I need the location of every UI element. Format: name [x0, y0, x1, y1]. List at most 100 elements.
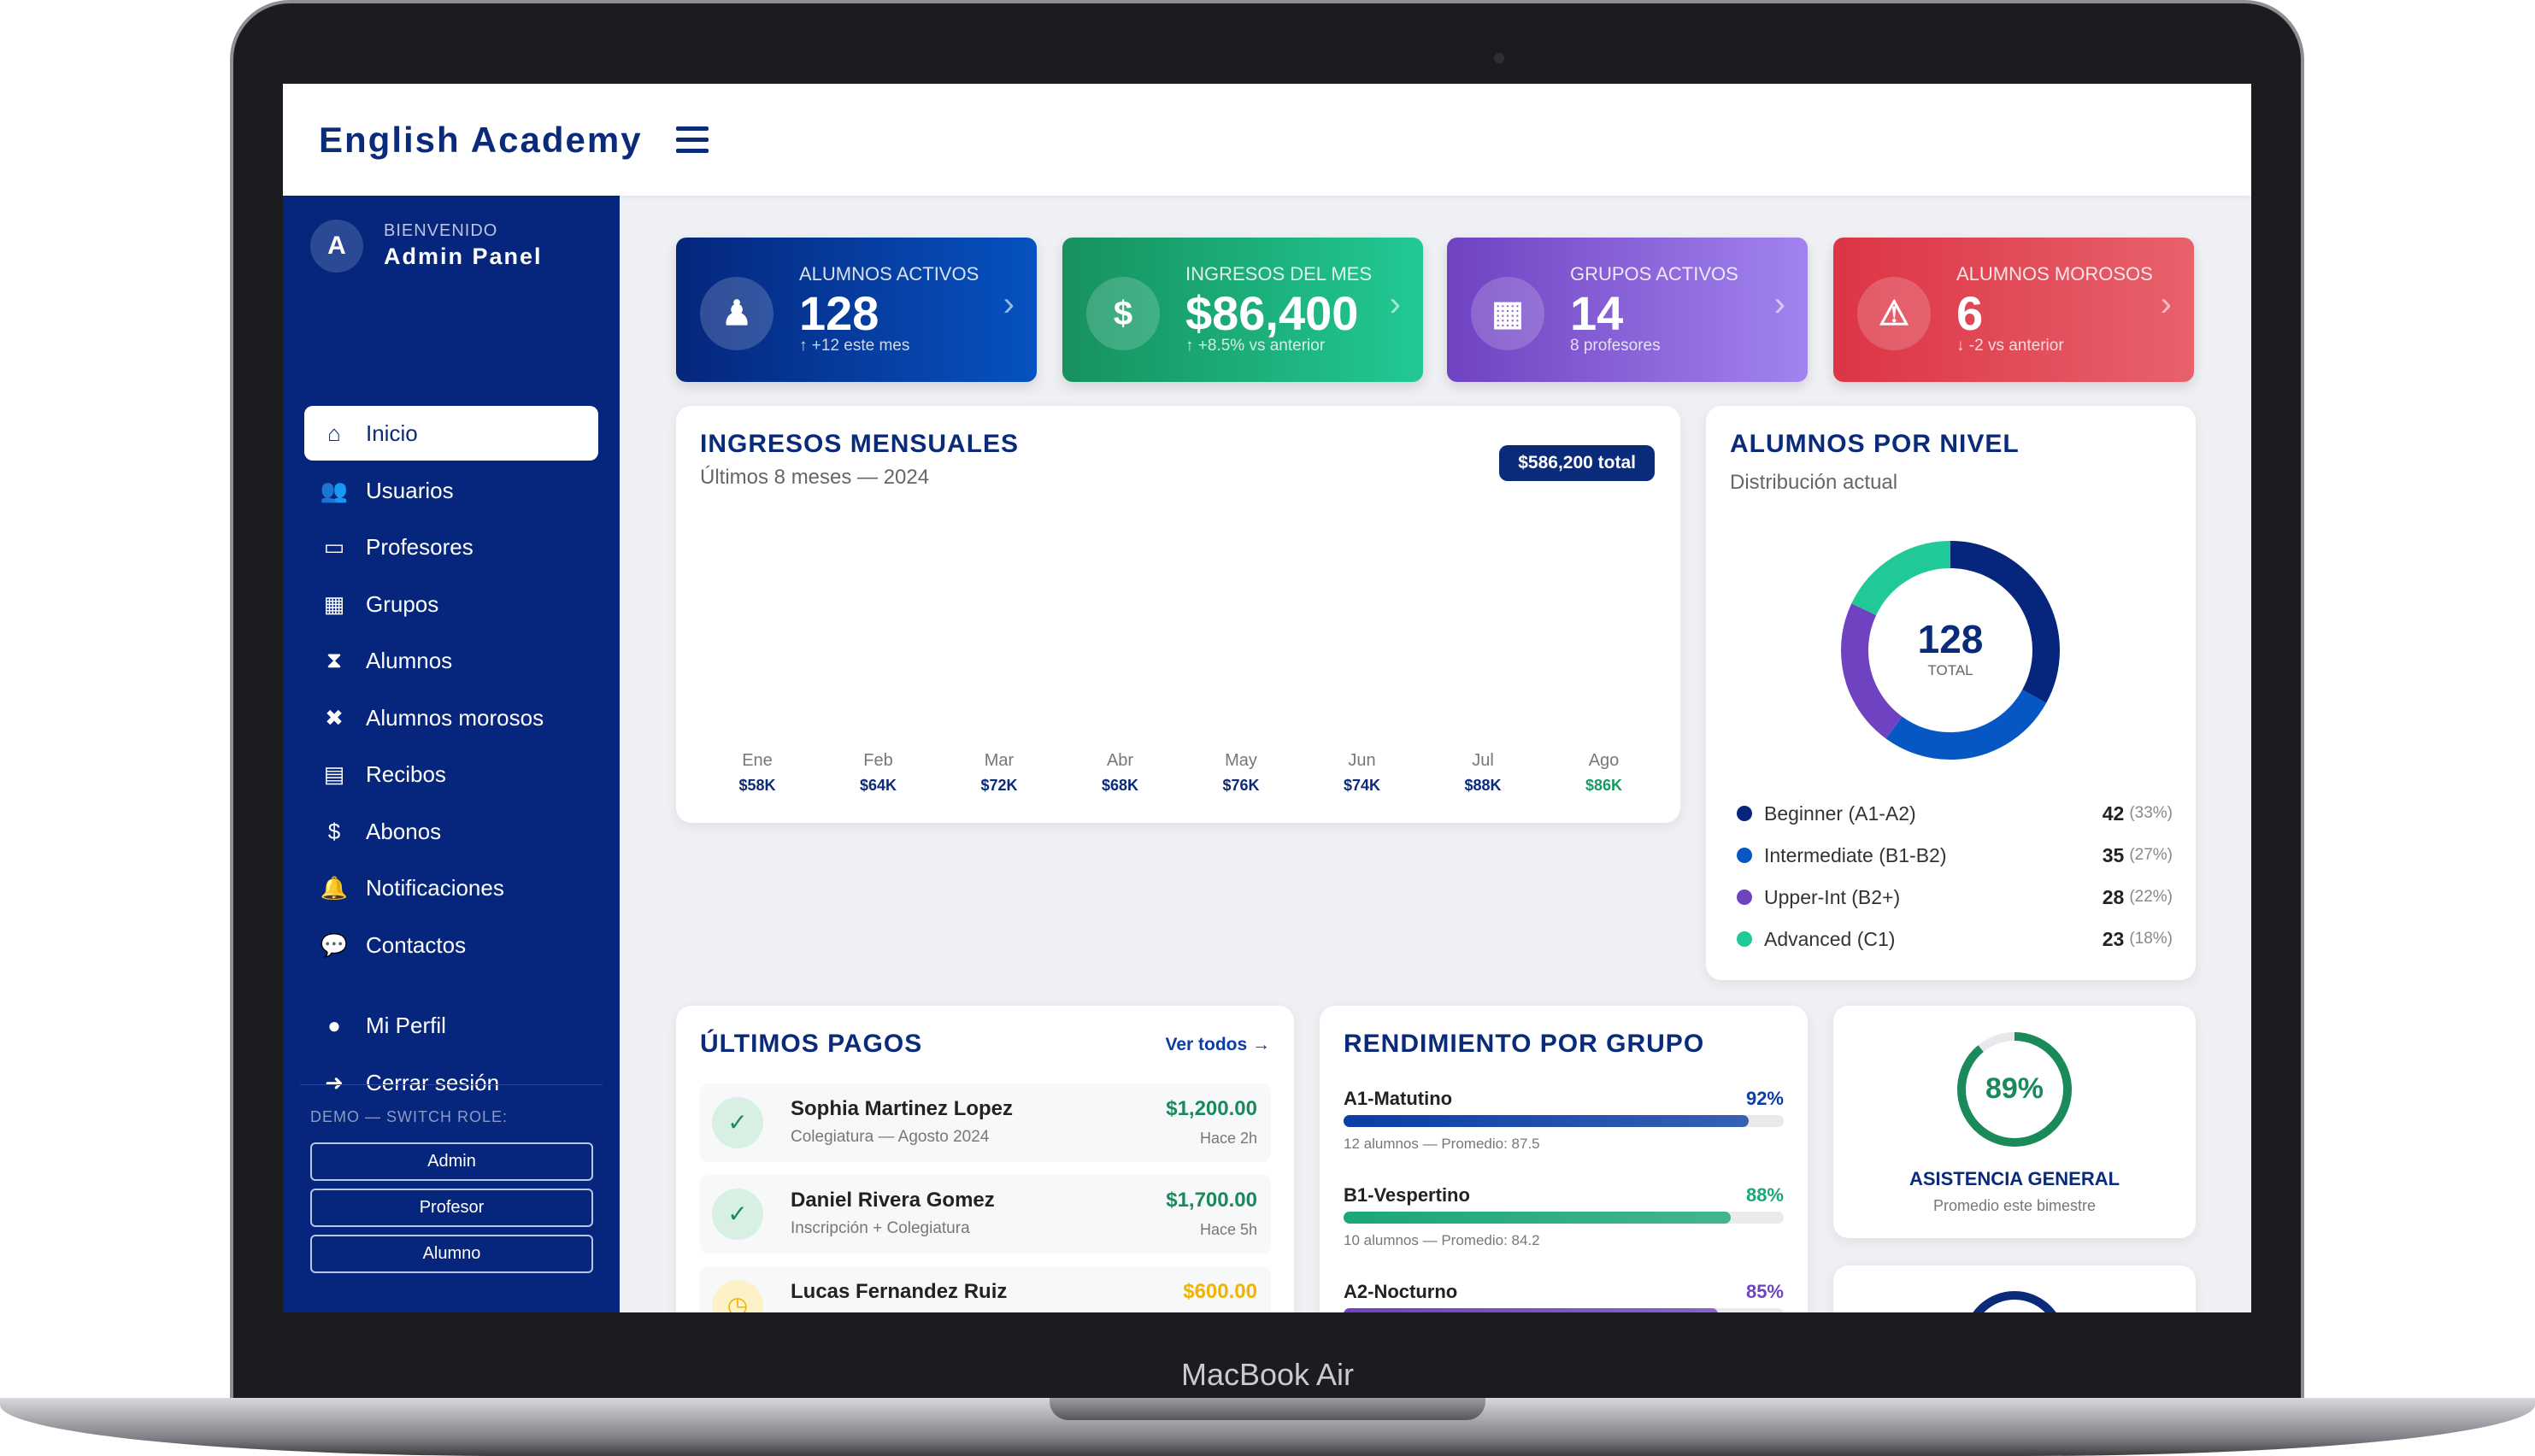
sidebar-item-label: Profesores [366, 533, 473, 560]
welcome-label: BIENVENIDO [384, 221, 498, 240]
app-title: English Academy [319, 120, 643, 160]
level-count: 28 [2102, 885, 2125, 908]
check-icon: ✓ [712, 1189, 763, 1240]
user-x-icon: ✖ [325, 704, 344, 731]
stat-trend: ↓ -2 vs anterior [1956, 337, 2064, 355]
student-icon: ♟ [700, 277, 773, 350]
stat-card-ingresos-mes[interactable]: $ INGRESOS DEL MES $86,400 ↑ +8.5% vs an… [1062, 238, 1423, 382]
group-percent: 85% [1745, 1281, 1784, 1302]
level-percent: (22%) [2129, 888, 2173, 906]
revenue-subtitle: Últimos 8 meses — 2024 [700, 466, 930, 489]
role-admin-button[interactable]: Admin [310, 1142, 593, 1181]
receipt-icon: ▤ [323, 760, 345, 787]
demo-label: DEMO — SWITCH ROLE: [310, 1108, 509, 1125]
x-tick-label: Ene [742, 751, 773, 770]
sidebar-item-mi-perfil[interactable]: ● Mi Perfil [304, 998, 598, 1053]
payment-row[interactable]: ✓ Daniel Rivera Gomez Inscripción + Cole… [700, 1175, 1271, 1253]
role-profesor-button[interactable]: Profesor [310, 1189, 593, 1227]
chevron-right-icon: › [1003, 285, 1015, 323]
sidebar-item-label: Notificaciones [366, 874, 504, 901]
chevron-right-icon: › [1389, 285, 1401, 323]
attendance-ring [1957, 1032, 2072, 1147]
group-name: B1-Vespertino [1344, 1184, 1470, 1206]
stat-card-grupos-activos[interactable]: ▦ GRUPOS ACTIVOS 14 8 profesores › [1447, 238, 1808, 382]
sidebar-item-notificaciones[interactable]: 🔔 Notificaciones [304, 860, 598, 915]
users-icon: 👥 [320, 477, 349, 503]
sidebar-item-label: Alumnos morosos [366, 704, 544, 731]
sidebar-item-cerrar-sesi-n[interactable]: ➜ Cerrar sesión [304, 1055, 598, 1110]
legend-item: Upper-Int (B2+) 28 (22%) [1737, 880, 2173, 914]
level-name: Upper-Int (B2+) [1764, 885, 1901, 908]
top-header: English Academy [283, 84, 2251, 196]
x-tick-label: Jun [1348, 751, 1376, 770]
level-percent: (27%) [2129, 846, 2173, 864]
revenue-title: INGRESOS MENSUALES [700, 430, 1020, 458]
menu-toggle-icon[interactable] [676, 126, 709, 154]
stat-trend: ↑ +12 este mes [799, 337, 910, 355]
payment-row[interactable]: ◷ Lucas Fernandez Ruiz $600.00 [700, 1266, 1271, 1312]
x-tick-label: Mar [984, 751, 1015, 770]
chevron-right-icon: › [1773, 285, 1785, 323]
level-name: Intermediate (B1-B2) [1764, 843, 1947, 866]
payment-amount: $1,700.00 [1166, 1189, 1257, 1212]
stat-value: 128 [799, 286, 879, 340]
progress-bar [1344, 1212, 1784, 1224]
student-icon: ⧗ [326, 647, 343, 672]
donut-segment [1841, 541, 2060, 760]
sidebar-item-usuarios[interactable]: 👥 Usuarios [304, 463, 598, 518]
payment-time: Hace 5h [1199, 1221, 1257, 1238]
stat-value: 14 [1570, 286, 1624, 340]
group-summary: 10 alumnos — Promedio: 84.2 [1344, 1232, 1540, 1248]
legend-dot [1737, 848, 1752, 863]
level-count: 35 [2102, 843, 2125, 866]
data-label: $68K [1101, 777, 1139, 794]
sidebar-item-label: Recibos [366, 760, 446, 787]
stat-label: ALUMNOS MOROSOS [1956, 263, 2153, 285]
sidebar-item-label: Inicio [366, 420, 418, 446]
home-icon: ⌂ [327, 420, 341, 446]
data-label: $58K [738, 777, 776, 794]
attendance-card: 89% ASISTENCIA GENERAL Promedio este bim… [1833, 1006, 2196, 1238]
x-tick-label: Feb [863, 751, 893, 770]
attendance-title: ASISTENCIA GENERAL [1909, 1168, 2120, 1189]
device-label: MacBook Air [1180, 1357, 1355, 1392]
payment-row[interactable]: ✓ Sophia Martinez Lopez Colegiatura — Ag… [700, 1083, 1271, 1162]
sidebar-item-alumnos-morosos[interactable]: ✖ Alumnos morosos [304, 690, 598, 745]
chevron-right-icon: › [2160, 285, 2172, 323]
data-label: $64K [859, 777, 897, 794]
sidebar-item-abonos[interactable]: $ Abonos [304, 804, 598, 859]
group-name: A1-Matutino [1344, 1088, 1453, 1109]
role-alumno-button[interactable]: Alumno [310, 1235, 593, 1273]
check-icon: ✓ [712, 1097, 763, 1148]
view-all-link[interactable]: Ver todos → [1165, 1035, 1270, 1054]
x-tick-label: May [1225, 751, 1257, 770]
sidebar: A BIENVENIDO Admin Panel ⌂ Inicio 👥 Usuario… [283, 196, 620, 1312]
sidebar-item-label: Cerrar sesión [366, 1069, 500, 1095]
attendance-value: 89% [1985, 1072, 2044, 1105]
sidebar-item-label: Alumnos [366, 647, 453, 673]
levels-subtitle: Distribución actual [1730, 471, 1898, 494]
sidebar-item-contactos[interactable]: 💬 Contactos [304, 918, 598, 972]
legend-item: Beginner (A1-A2) 42 (33%) [1737, 796, 2173, 831]
school-icon: ▦ [1471, 277, 1544, 350]
sidebar-item-label: Usuarios [366, 477, 454, 503]
school-icon: ▦ [323, 590, 345, 617]
sidebar-item-grupos[interactable]: ▦ Grupos [304, 577, 598, 631]
level-name: Beginner (A1-A2) [1764, 801, 1916, 825]
level-percent: (18%) [2129, 930, 2173, 948]
attendance-arc [1957, 1032, 2072, 1147]
sidebar-item-alumnos[interactable]: ⧗ Alumnos [304, 633, 598, 688]
levels-donut-chart [1841, 541, 2060, 760]
sidebar-item-profesores[interactable]: ▭ Profesores [304, 520, 598, 574]
ring-indicator [1963, 1291, 2066, 1312]
stat-card-alumnos-activos[interactable]: ♟ ALUMNOS ACTIVOS 128 ↑ +12 este mes › [676, 238, 1037, 382]
logout-icon: ➜ [325, 1069, 344, 1095]
stat-card-alumnos-morosos[interactable]: ⚠ ALUMNOS MOROSOS 6 ↓ -2 vs anterior › [1833, 238, 2194, 382]
x-tick-label: Abr [1106, 751, 1134, 770]
teacher-icon: ▭ [323, 533, 345, 560]
chat-icon: 💬 [320, 931, 349, 958]
sidebar-item-inicio[interactable]: ⌂ Inicio [304, 406, 598, 461]
level-percent: (33%) [2129, 804, 2173, 822]
x-tick-label: Jul [1472, 751, 1494, 770]
sidebar-item-recibos[interactable]: ▤ Recibos [304, 747, 598, 801]
